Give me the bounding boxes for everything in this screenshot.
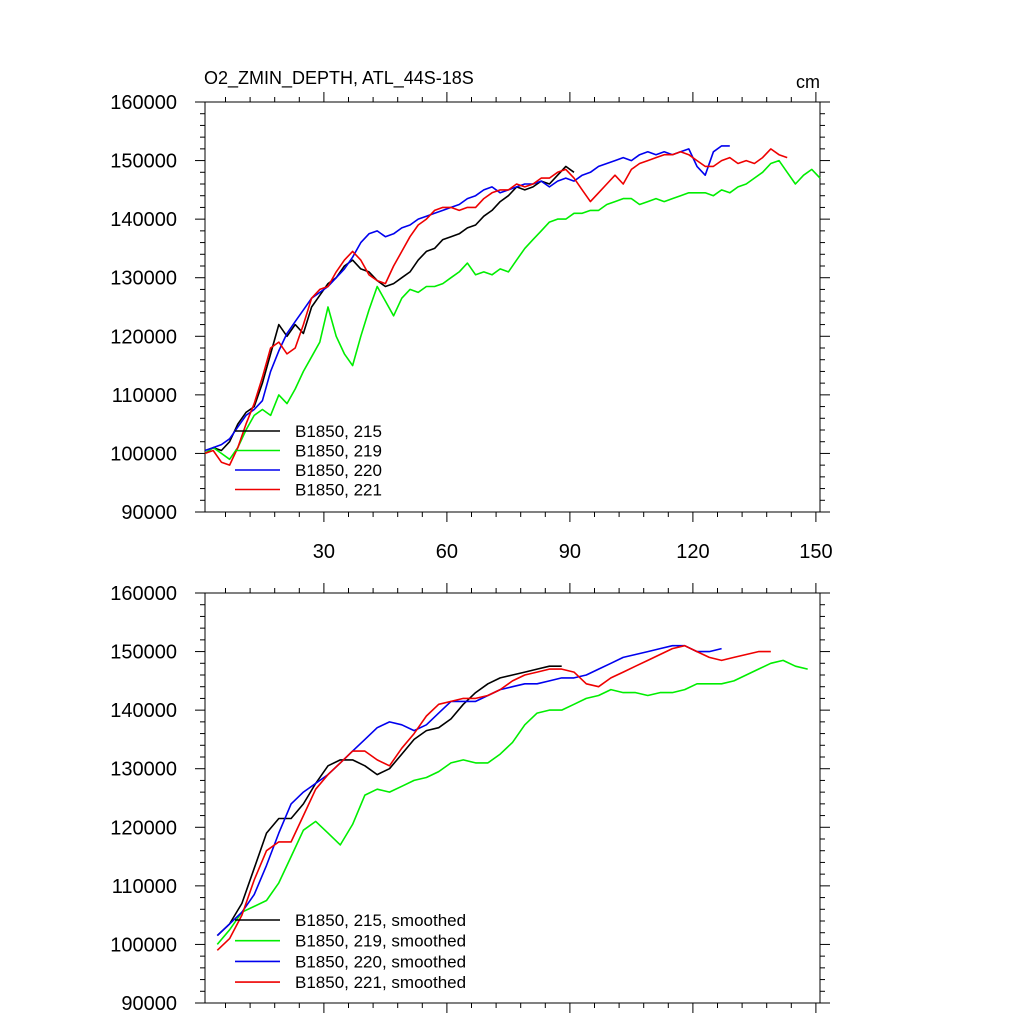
x-tick-label: 30 [313,541,335,563]
y-tick-label: 150000 [110,151,177,173]
plot-frame [204,101,821,513]
series-line-2 [216,659,808,945]
y-tick-label: 160000 [110,92,177,114]
series-line-3 [216,644,722,937]
y-tick-label: 100000 [110,443,177,465]
y-tick-label: 140000 [110,209,177,231]
legend-label: B1850, 219 [295,442,382,461]
y-tick-label: 150000 [110,642,177,664]
y-tick-label: 100000 [110,934,177,956]
series-line-1 [204,165,575,455]
series-line-3 [204,145,730,452]
legend-label: B1850, 220 [295,461,382,480]
y-tick-label: 110000 [112,876,177,898]
legend-label: B1850, 220, smoothed [295,952,466,971]
x-tick-label: 120 [676,541,709,563]
y-tick-label: 140000 [110,700,177,722]
y-tick-label: 90000 [121,993,177,1015]
unit-label: cm [796,72,820,92]
x-tick-label: 90 [559,541,581,563]
y-tick-label: 110000 [112,385,177,407]
top-panel: O2_ZMIN_DEPTH, ATL_44S-18S cm 90000 10000… [110,68,832,563]
legend-label: B1850, 219, smoothed [295,932,466,951]
series-line-4 [204,148,788,466]
x-tick-label: 150 [799,541,832,563]
legend-label: B1850, 215 [295,422,382,441]
bottom-panel: 90000 100000 110000 120000 130000 140000 15000… [110,583,830,1015]
y-tick-label: 120000 [110,326,177,348]
x-tick-label: 60 [436,541,458,563]
legend-label: B1850, 215, smoothed [295,911,466,930]
legend-label: B1850, 221, smoothed [295,973,466,992]
chart-title: O2_ZMIN_DEPTH, ATL_44S-18S [204,68,474,89]
y-tick-label: 90000 [121,502,177,524]
legend-label: B1850, 221 [295,481,382,500]
y-tick-label: 130000 [110,268,177,290]
series-line-2 [204,159,821,461]
series-line-4 [216,644,771,951]
y-tick-label: 160000 [110,583,177,605]
series-line-1 [216,665,562,937]
plot-frame [204,592,821,1004]
y-tick-label: 120000 [110,817,177,839]
y-tick-label: 130000 [110,759,177,781]
